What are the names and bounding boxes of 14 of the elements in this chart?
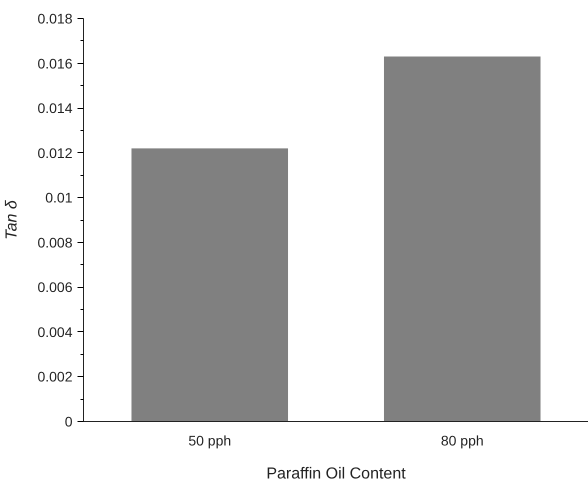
x-axis-title: Paraffin Oil Content [266,466,406,482]
y-tick-label: 0.01 [45,190,73,206]
y-tick-label: 0.018 [37,10,73,26]
x-tick-label: 80 pph [440,432,484,448]
y-tick-label: 0.012 [37,144,73,161]
y-tick-label: 0.008 [37,234,73,250]
x-tick-label: 50 pph [188,432,232,448]
y-tick-label: 0.016 [37,55,73,72]
y-axis-title: Tan δ [3,199,20,240]
y-tick-label: 0.006 [37,279,73,296]
y-tick-label: 0 [64,414,73,430]
y-tick-label: 0.004 [37,324,73,340]
y-tick-label: 0.002 [37,368,73,385]
y-tick-label: 0.014 [37,100,73,116]
